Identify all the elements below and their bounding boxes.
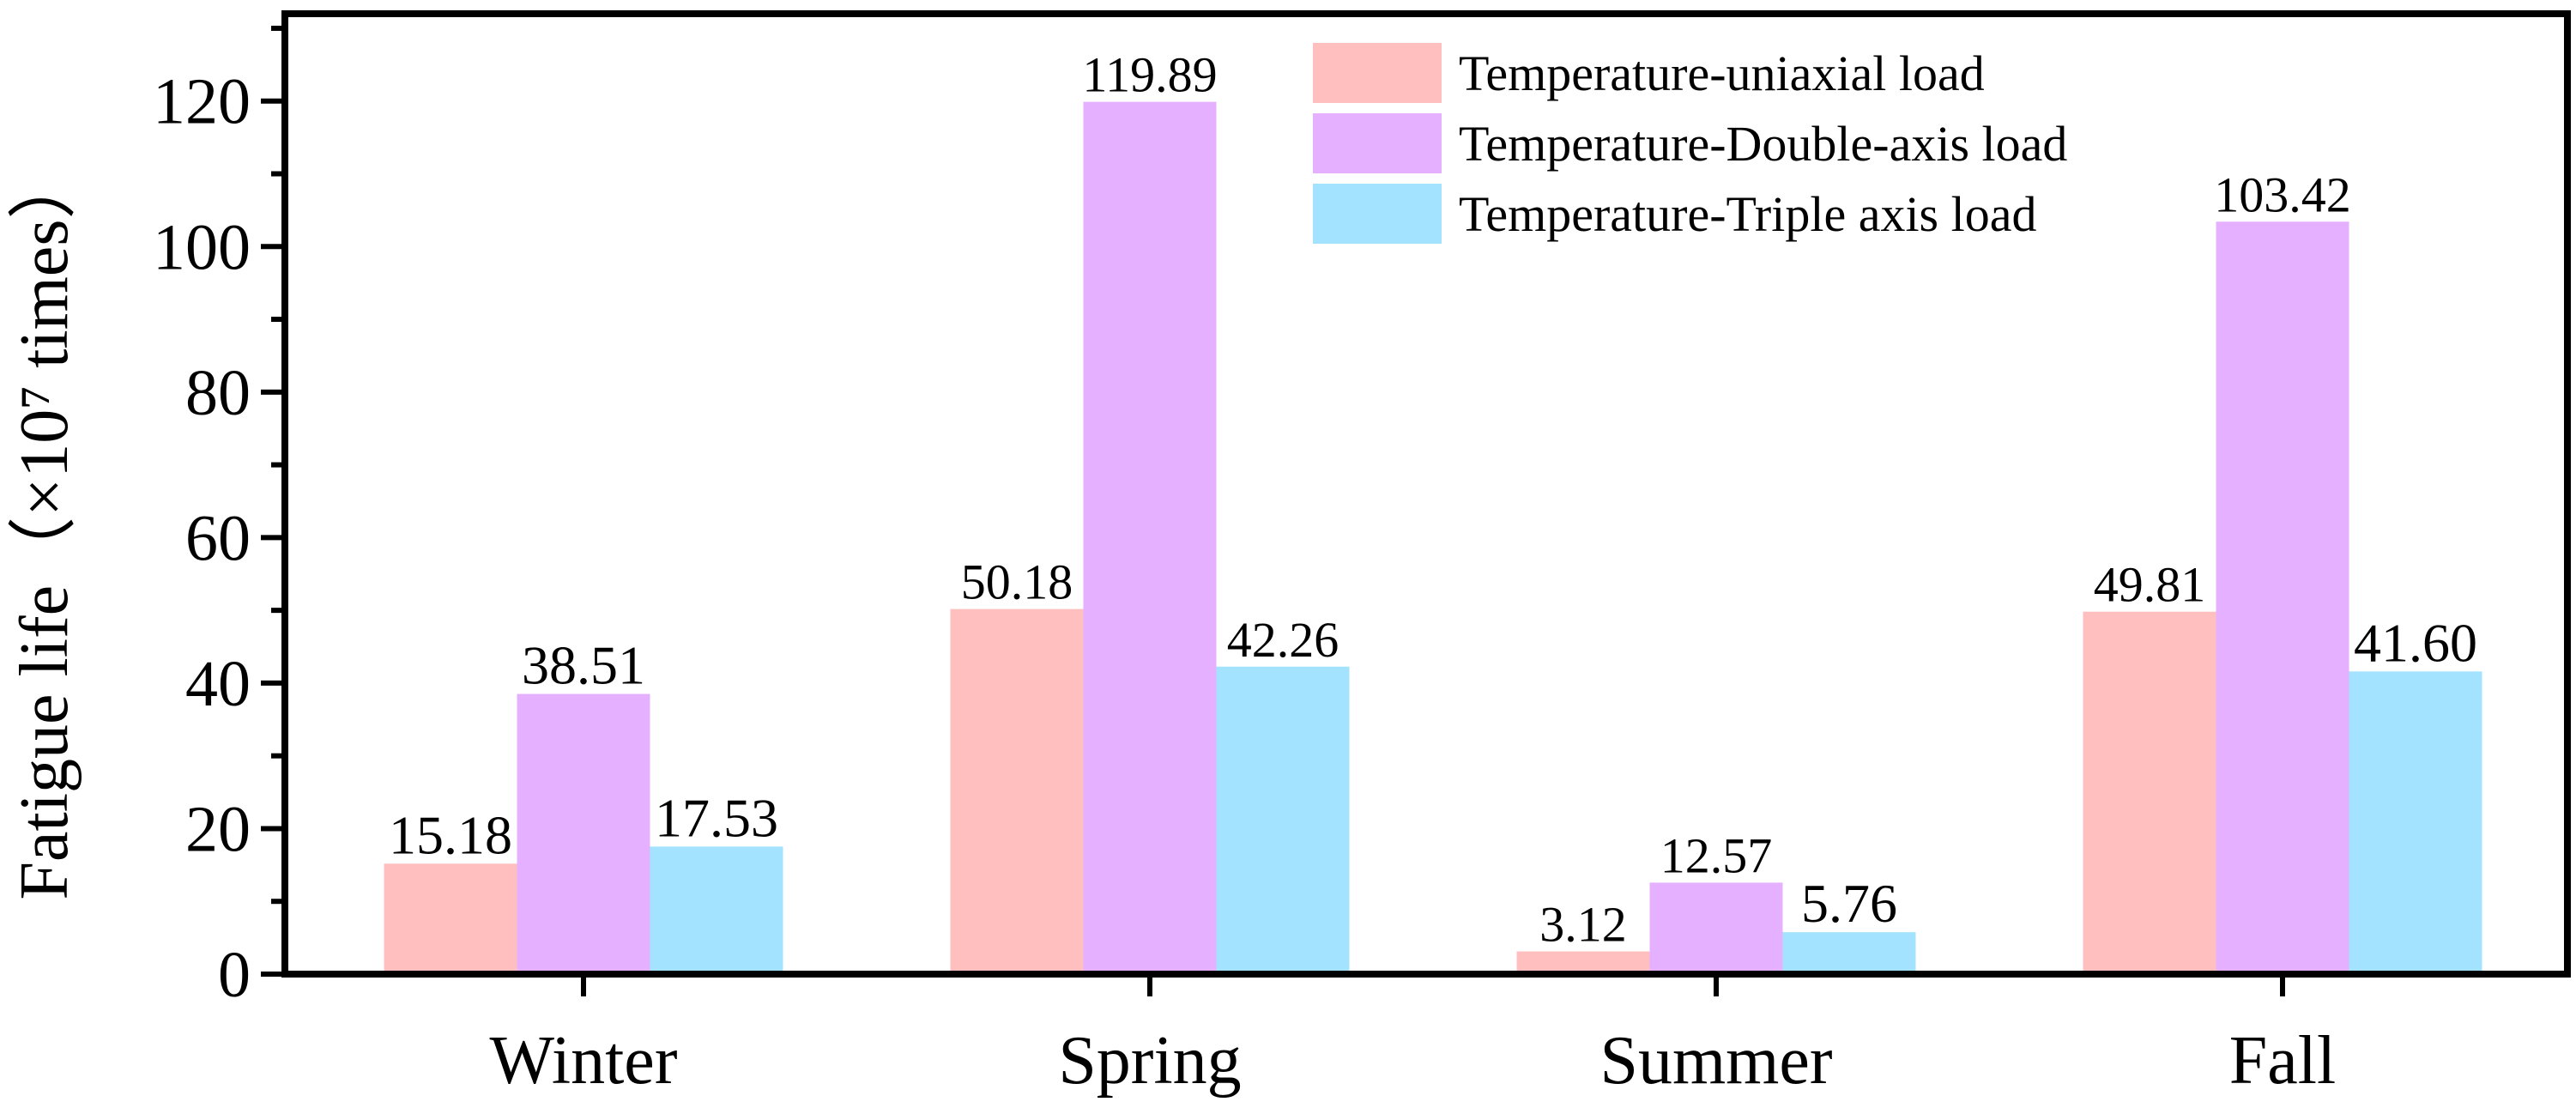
data-label-spring-series-3: 42.26 bbox=[1227, 612, 1339, 668]
legend-label-series-2: Temperature-Double-axis load bbox=[1459, 116, 2067, 172]
data-label-winter-series-2: 38.51 bbox=[522, 635, 645, 696]
x-tick-label-spring: Spring bbox=[1058, 1023, 1241, 1099]
y-tick-label-120: 120 bbox=[153, 66, 251, 138]
y-axis-title: Fatigue life（×10⁷ times） bbox=[7, 151, 82, 900]
data-label-spring-series-1: 50.18 bbox=[961, 554, 1073, 610]
y-tick-label-40: 40 bbox=[185, 648, 251, 720]
data-label-fall-series-1: 49.81 bbox=[2094, 557, 2206, 613]
y-tick-label-80: 80 bbox=[185, 357, 251, 429]
bar-spring-series-1 bbox=[950, 608, 1084, 974]
data-label-spring-series-2: 119.89 bbox=[1082, 47, 1217, 103]
bar-summer-series-2 bbox=[1649, 882, 1783, 974]
bar-fall-series-1 bbox=[2083, 611, 2216, 974]
legend-label-series-3: Temperature-Triple axis load bbox=[1459, 186, 2037, 242]
bar-fall-series-2 bbox=[2216, 221, 2349, 974]
y-tick-label-20: 20 bbox=[185, 793, 251, 865]
legend-swatch-series-1 bbox=[1313, 43, 1442, 103]
bar-winter-series-3 bbox=[650, 846, 783, 974]
y-tick-label-0: 0 bbox=[218, 939, 251, 1011]
bar-summer-series-1 bbox=[1516, 951, 1650, 974]
y-tick-label-100: 100 bbox=[153, 211, 251, 283]
value-labels-layer: 15.18 50.18 3.12 49.81 38.51 119.89 12.57 103.4… bbox=[389, 47, 2477, 953]
legend: Temperature-uniaxial load Temperature-Dou… bbox=[1313, 43, 2067, 244]
data-label-summer-series-1: 3.12 bbox=[1539, 897, 1627, 953]
bar-summer-series-3 bbox=[1782, 932, 1916, 974]
plot-frame bbox=[281, 10, 2571, 978]
bar-winter-series-1 bbox=[384, 863, 517, 974]
legend-swatch-series-2 bbox=[1313, 113, 1442, 173]
data-label-summer-series-2: 12.57 bbox=[1660, 827, 1773, 883]
bar-spring-series-3 bbox=[1216, 666, 1350, 974]
bar-winter-series-2 bbox=[517, 693, 650, 974]
data-label-fall-series-3: 41.60 bbox=[2354, 612, 2477, 673]
data-label-summer-series-3: 5.76 bbox=[1801, 873, 1897, 934]
bars-layer bbox=[384, 101, 2482, 974]
bar-fall-series-3 bbox=[2349, 671, 2482, 974]
data-label-fall-series-2: 103.42 bbox=[2214, 166, 2351, 222]
x-tick-label-winter: Winter bbox=[490, 1023, 678, 1099]
legend-label-series-1: Temperature-uniaxial load bbox=[1459, 45, 1985, 101]
bar-spring-series-2 bbox=[1083, 101, 1217, 974]
x-tick-label-summer: Summer bbox=[1599, 1023, 1832, 1099]
x-tick-label-fall: Fall bbox=[2229, 1023, 2336, 1099]
axes-layer: 0 20 40 60 80 100 120 Winter Spring Summer Fall bbox=[153, 10, 2571, 1099]
data-label-winter-series-3: 17.53 bbox=[655, 787, 778, 848]
legend-swatch-series-3 bbox=[1313, 184, 1442, 244]
data-label-winter-series-1: 15.18 bbox=[389, 804, 512, 865]
y-tick-label-60: 60 bbox=[185, 502, 251, 574]
